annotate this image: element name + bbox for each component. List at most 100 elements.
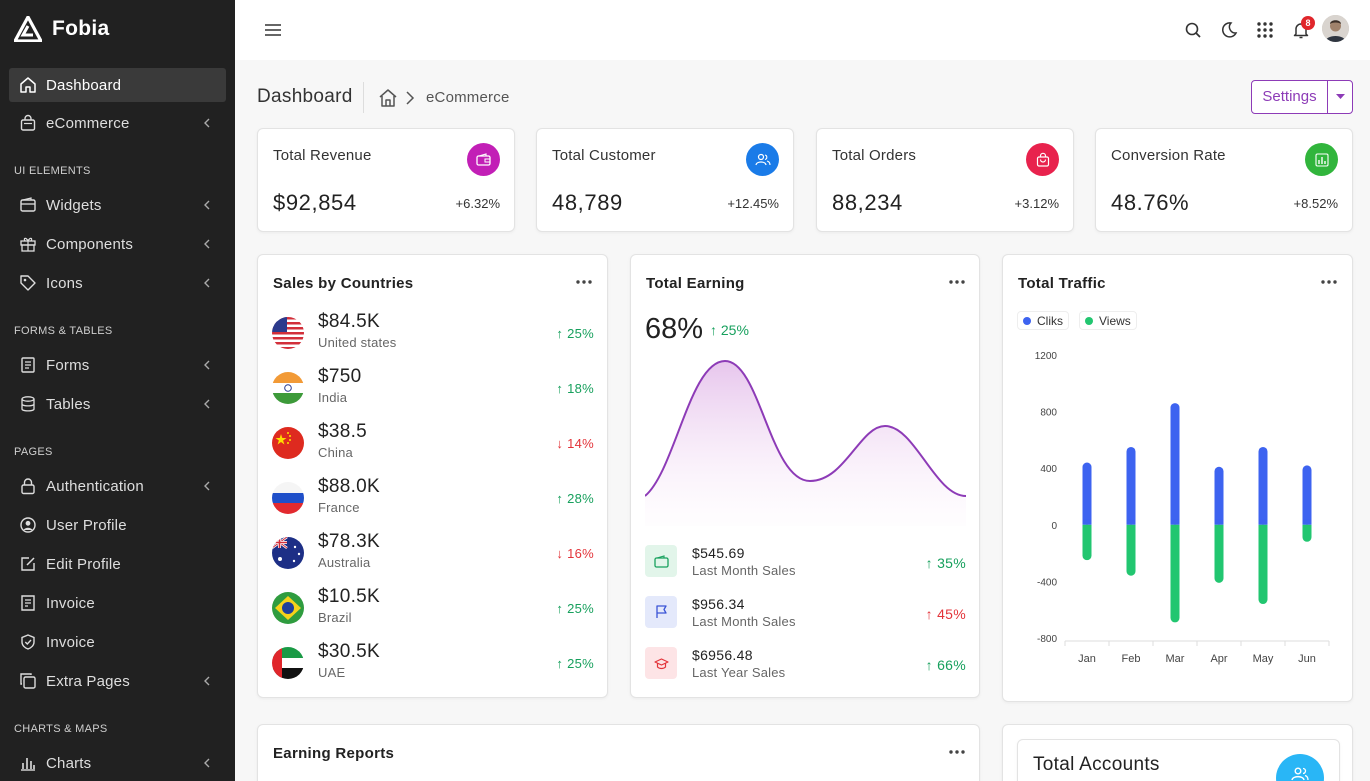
settings-dropdown-toggle[interactable] — [1327, 81, 1352, 113]
flag-icon — [645, 596, 677, 628]
country-change: ↑ 25% — [556, 326, 594, 341]
country-row[interactable]: $88.0K France ↑ 28% — [272, 476, 594, 526]
lock-icon — [21, 478, 35, 495]
search-icon[interactable] — [1183, 20, 1203, 40]
earning-percent: 68% — [645, 313, 704, 345]
more-dots-icon[interactable] — [575, 279, 593, 285]
x-tick-label: Jan — [1078, 653, 1096, 665]
arrow-up-icon: ↑ — [925, 657, 938, 673]
x-tick-label: May — [1253, 653, 1274, 665]
sidebar-item-user-profile[interactable]: User Profile — [9, 508, 226, 542]
sidebar-item-invoice-2[interactable]: Invoice — [9, 625, 226, 659]
bar-views — [1126, 524, 1136, 576]
chevron-left-icon — [204, 239, 210, 249]
earning-label: Last Year Sales — [692, 665, 786, 680]
apps-grid-icon[interactable] — [1255, 20, 1275, 40]
shopping-bag-icon — [1026, 143, 1059, 176]
chevron-left-icon — [204, 200, 210, 210]
arrow-up-icon: ↑ — [925, 606, 938, 622]
notification-badge: 8 — [1301, 16, 1315, 30]
country-row[interactable]: $750 India ↑ 18% — [272, 366, 594, 416]
shopping-bag-icon — [20, 114, 36, 131]
section-charts-maps: CHARTS & MAPS — [14, 723, 108, 735]
sidebar-item-tables[interactable]: Tables — [9, 387, 226, 421]
earning-change: ↑ 45% — [925, 606, 966, 622]
legend-views[interactable]: Views — [1079, 311, 1137, 330]
sidebar-item-widgets[interactable]: Widgets — [9, 188, 226, 222]
arrow-up-icon: ↑ — [710, 322, 721, 338]
sidebar-item-icons[interactable]: Icons — [9, 266, 226, 300]
wallet-icon — [20, 197, 36, 212]
home-icon[interactable] — [378, 88, 398, 108]
country-change: ↑ 25% — [556, 656, 594, 671]
chevron-left-icon — [204, 118, 210, 128]
section-pages: PAGES — [14, 446, 53, 458]
country-row[interactable]: $10.5K Brazil ↑ 25% — [272, 586, 594, 636]
country-amount: $38.5 — [318, 421, 368, 442]
bar-cliks — [1170, 403, 1180, 525]
sidebar-item-dashboard[interactable]: Dashboard — [9, 68, 226, 102]
stat-label: Conversion Rate — [1111, 147, 1226, 164]
brand-name: Fobia — [52, 17, 110, 40]
country-row[interactable]: $84.5K United states ↑ 25% — [272, 311, 594, 361]
x-tick-label: Jun — [1298, 653, 1316, 665]
receipt-icon — [21, 595, 35, 611]
sidebar-item-authentication[interactable]: Authentication — [9, 469, 226, 503]
legend-cliks[interactable]: Cliks — [1017, 311, 1069, 330]
flag-australia-icon — [272, 537, 304, 569]
menu-icon[interactable] — [263, 20, 283, 40]
sidebar-item-edit-profile[interactable]: Edit Profile — [9, 547, 226, 581]
shield-check-icon — [21, 634, 35, 650]
country-row[interactable]: $78.3K Australia ↓ 16% — [272, 531, 594, 581]
settings-button[interactable]: Settings — [1251, 80, 1353, 114]
total-earning-card: Total Earning 68% ↑ 25% $545.69 Last Mon… — [630, 254, 980, 698]
brand[interactable]: Fobia — [14, 16, 110, 42]
bar-cliks — [1126, 446, 1136, 525]
earning-reports-card: Earning Reports — [257, 724, 980, 781]
more-dots-icon[interactable] — [1320, 279, 1338, 285]
earning-row[interactable]: $956.34 Last Month Sales ↑ 45% — [645, 596, 966, 636]
card-title: Total Earning — [646, 275, 745, 292]
sidebar-item-ecommerce[interactable]: eCommerce — [9, 106, 226, 140]
country-row[interactable]: $30.5K UAE ↑ 25% — [272, 641, 594, 691]
sidebar-item-extra-pages[interactable]: Extra Pages — [9, 664, 226, 698]
sidebar-item-invoice[interactable]: Invoice — [9, 586, 226, 620]
y-tick-label: -800 — [1037, 634, 1057, 645]
earning-row[interactable]: $545.69 Last Month Sales ↑ 35% — [645, 545, 966, 585]
sidebar-item-charts[interactable]: Charts — [9, 746, 226, 780]
sidebar-item-label: Extra Pages — [46, 672, 130, 690]
y-tick-label: 1200 — [1035, 351, 1058, 362]
sidebar-item-components[interactable]: Components — [9, 227, 226, 261]
topbar — [235, 0, 1370, 60]
card-title: Sales by Countries — [273, 275, 414, 292]
bar-base-views — [1170, 524, 1180, 530]
chevron-left-icon — [204, 758, 210, 768]
sidebar-item-label: Widgets — [46, 196, 102, 214]
stat-change: +3.12% — [1014, 196, 1059, 211]
flag-china-icon — [272, 427, 304, 459]
card-title: Total Traffic — [1018, 275, 1106, 292]
country-row[interactable]: $38.5 China ↓ 14% — [272, 421, 594, 471]
earning-area — [645, 361, 966, 526]
bar-views — [1170, 524, 1180, 623]
breadcrumb-current[interactable]: eCommerce — [426, 89, 510, 106]
chevron-left-icon — [204, 360, 210, 370]
moon-icon[interactable] — [1219, 20, 1239, 40]
more-dots-icon[interactable] — [948, 279, 966, 285]
bar-views — [1258, 524, 1268, 605]
sidebar-item-forms[interactable]: Forms — [9, 348, 226, 382]
section-forms-tables: FORMS & TABLES — [14, 325, 113, 337]
country-amount: $78.3K — [318, 531, 381, 552]
users-icon — [746, 143, 779, 176]
breadcrumb-divider — [363, 82, 364, 113]
avatar[interactable] — [1322, 15, 1349, 42]
country-name: France — [318, 500, 360, 515]
stat-value: $92,854 — [273, 190, 357, 215]
earning-amount: $6956.48 — [692, 647, 753, 663]
bar-chart-icon — [21, 758, 35, 771]
bar-views — [1214, 524, 1224, 583]
more-dots-icon[interactable] — [948, 749, 966, 755]
edit-icon — [21, 557, 35, 571]
stat-change: +8.52% — [1293, 196, 1338, 211]
earning-row[interactable]: $6956.48 Last Year Sales ↑ 66% — [645, 647, 966, 687]
